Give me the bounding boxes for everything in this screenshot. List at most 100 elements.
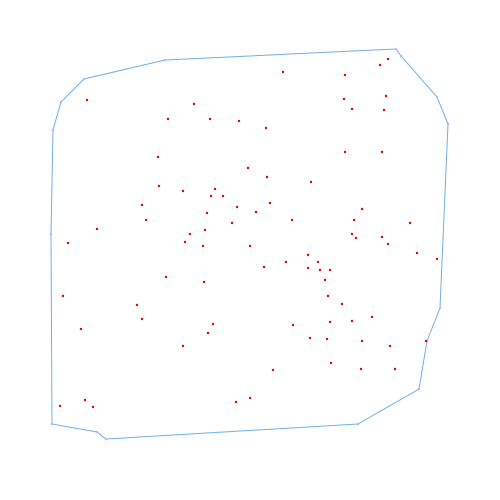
data-point	[58, 404, 62, 408]
data-point	[91, 405, 95, 409]
hull-vertex	[438, 306, 442, 310]
data-point	[388, 344, 392, 348]
data-point	[262, 265, 266, 269]
hull-vertex	[50, 422, 54, 426]
data-point	[328, 268, 332, 272]
data-point	[188, 232, 192, 236]
data-point	[352, 218, 356, 222]
data-point	[350, 232, 354, 236]
data-point	[202, 280, 206, 284]
data-point	[340, 302, 344, 306]
hull-vertex	[394, 47, 398, 51]
data-point	[248, 396, 252, 400]
data-point	[291, 323, 295, 327]
data-point	[281, 70, 285, 74]
data-point	[308, 336, 312, 340]
data-point	[360, 207, 364, 211]
data-point	[201, 244, 205, 248]
hull-vertex	[163, 58, 167, 62]
data-point	[95, 227, 99, 231]
data-point	[360, 339, 364, 343]
data-point	[183, 240, 187, 244]
data-point	[393, 367, 397, 371]
data-point	[386, 57, 390, 61]
data-point	[135, 303, 139, 307]
data-point	[140, 203, 144, 207]
hull-vertex	[51, 128, 55, 132]
data-point	[316, 260, 320, 264]
hull-vertex	[435, 95, 439, 99]
data-point	[370, 315, 374, 319]
data-point	[164, 275, 168, 279]
data-point	[380, 150, 384, 154]
hull-vertex	[399, 54, 403, 58]
data-point	[237, 119, 241, 123]
point-set	[58, 57, 439, 409]
data-point	[140, 317, 144, 321]
data-point	[208, 117, 212, 121]
data-point	[203, 228, 207, 232]
data-point	[181, 189, 185, 193]
data-point	[85, 98, 89, 102]
data-point	[435, 257, 439, 261]
data-point	[166, 117, 170, 121]
data-point	[79, 327, 83, 331]
data-point	[343, 73, 347, 77]
hull-vertices	[49, 47, 450, 441]
data-point	[306, 266, 310, 270]
data-point	[156, 155, 160, 159]
data-point	[268, 201, 272, 205]
hull-vertex	[356, 422, 360, 426]
data-point	[384, 94, 388, 98]
hull-vertex	[49, 232, 53, 236]
data-point	[192, 102, 196, 106]
hull-vertex	[446, 122, 450, 126]
data-point	[290, 218, 294, 222]
data-point	[343, 150, 347, 154]
data-point	[424, 339, 428, 343]
data-point	[205, 211, 209, 215]
data-point	[326, 294, 330, 298]
data-point	[342, 97, 346, 101]
data-point	[380, 235, 384, 239]
data-point	[318, 268, 322, 272]
data-point	[235, 205, 239, 209]
data-point	[61, 294, 65, 298]
hull-vertex	[417, 387, 421, 391]
data-point	[350, 107, 354, 111]
data-point	[206, 331, 210, 335]
data-point	[234, 400, 238, 404]
data-point	[230, 221, 234, 225]
data-point	[284, 260, 288, 264]
data-point	[415, 251, 419, 255]
data-point	[271, 368, 275, 372]
data-point	[211, 322, 215, 326]
hull-vertex	[95, 430, 99, 434]
data-point	[306, 253, 310, 257]
data-point	[144, 218, 148, 222]
data-point	[359, 367, 363, 371]
data-point	[325, 337, 329, 341]
data-point	[157, 184, 161, 188]
data-point	[66, 241, 70, 245]
hull-vertex	[104, 437, 108, 441]
hull-vertex	[59, 100, 63, 104]
data-point	[254, 210, 258, 214]
data-point	[213, 187, 217, 191]
data-point	[382, 108, 386, 112]
data-point	[221, 194, 225, 198]
data-point	[378, 63, 382, 67]
data-point	[323, 278, 327, 282]
data-point	[264, 126, 268, 130]
data-point	[181, 344, 185, 348]
data-point	[328, 320, 332, 324]
data-point	[386, 242, 390, 246]
data-point	[350, 319, 354, 323]
data-point	[83, 398, 87, 402]
data-point	[309, 180, 313, 184]
data-point	[209, 194, 213, 198]
data-point	[246, 166, 250, 170]
data-point	[354, 236, 358, 240]
hull-vertex	[82, 77, 86, 81]
